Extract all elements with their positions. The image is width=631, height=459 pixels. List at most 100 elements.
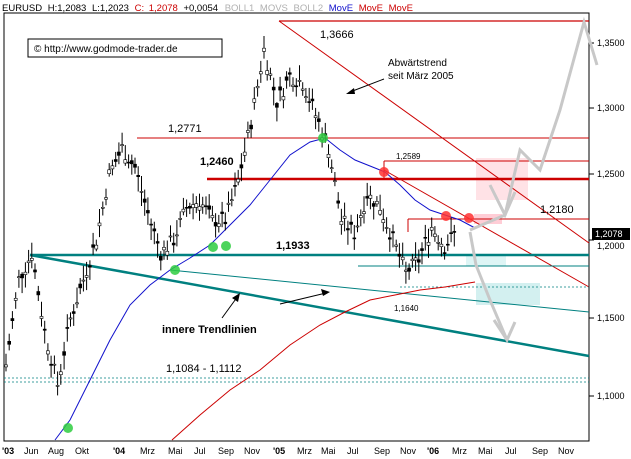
inner-trendline-2 (169, 269, 590, 313)
price-bar-body (120, 144, 124, 147)
x-tick-6: Mrz (140, 446, 155, 456)
x-tick-12: Mrz (297, 446, 312, 456)
price-bar-body (55, 385, 60, 387)
price-bar-body (342, 215, 347, 219)
price-bar-body (91, 244, 95, 248)
x-tick-21: Sep (532, 446, 548, 456)
price-bar-body (159, 255, 163, 261)
price-bar-body (200, 204, 205, 208)
green-marker-1 (63, 423, 73, 433)
price-bar-body (275, 103, 279, 108)
x-tick-16: Nov (400, 446, 417, 456)
header-change: +0,0054 (183, 3, 218, 14)
price-bar-body (252, 98, 257, 103)
price-bar-body (175, 234, 179, 237)
price-bar-body (400, 256, 405, 261)
price-bar-body (339, 221, 344, 225)
price-bar-body (181, 208, 186, 213)
x-tick-3: Aug (48, 446, 64, 456)
price-bar-body (445, 243, 450, 246)
price-bar-body (307, 101, 312, 103)
label-support-zone: 1,1084 - 1,1112 (166, 363, 241, 375)
price-bar-body (423, 237, 428, 239)
price-bar-body (262, 47, 266, 52)
red-ma-line (171, 281, 476, 441)
x-tick-5: '04 (113, 446, 125, 456)
price-bar-body (133, 163, 137, 168)
projection-arrow-down (492, 319, 517, 344)
label-resistance-4: 1,2180 (540, 204, 574, 216)
green-marker-2 (170, 265, 180, 275)
header-indicator-4: MovE (329, 3, 353, 14)
price-bar-body (246, 130, 250, 133)
red-marker-2 (441, 211, 451, 221)
price-bar-body (155, 241, 160, 244)
price-bar-body (375, 201, 379, 205)
price-bar-body (239, 164, 244, 169)
price-bar-body (404, 269, 408, 272)
price-bar-body (233, 185, 237, 187)
price-bar-body (368, 194, 373, 199)
price-bar-body (355, 225, 360, 228)
price-bar-body (84, 275, 89, 278)
header-close-value: 1,2078 (149, 3, 178, 14)
price-bar-body (284, 76, 289, 81)
trendlines-arrow-2-head (321, 289, 330, 296)
price-bar-body (236, 178, 240, 183)
projection-down-path (468, 231, 509, 341)
price-bar-body (184, 207, 189, 209)
price-bar-body (329, 167, 334, 169)
price-bar-body (316, 118, 321, 122)
price-bar-body (126, 161, 131, 164)
header-indicator-1: BOLL1 (225, 3, 255, 14)
price-bar-body (171, 242, 176, 246)
blue-ma-line (54, 137, 476, 441)
x-axis: '03 Jun Aug Okt '04 Mrz Mai Jul Sep Nov … (2, 446, 575, 456)
price-bar-body (220, 211, 224, 214)
price-bar-body (75, 302, 79, 305)
price-bar-body (113, 159, 118, 162)
markers (63, 133, 474, 433)
header-indicator-2: MOVS (260, 3, 288, 14)
x-tick-10: Nov (244, 446, 261, 456)
inner-trendline-1 (29, 253, 590, 358)
price-bar-body (436, 242, 441, 244)
x-tick-22: Nov (558, 446, 575, 456)
trend-arrow-line (349, 78, 385, 93)
price-bar-body (433, 233, 437, 237)
trendlines-arrow-1-head (232, 293, 240, 302)
x-tick-2: Jun (24, 446, 39, 456)
price-bar-body (136, 175, 140, 178)
price-bar-body (146, 210, 150, 214)
price-bar-body (310, 98, 315, 102)
support-lines (4, 253, 590, 383)
price-bar-body (358, 215, 363, 219)
price-bar-body (81, 279, 86, 282)
header-indicator-6: MovE (389, 3, 413, 14)
projection-arrow-up (488, 184, 517, 219)
downtrend-line-2 (383, 169, 590, 288)
green-marker-5 (318, 133, 328, 143)
price-bar-body (188, 206, 192, 209)
price-bar-body (65, 327, 70, 329)
x-tick-7: Mai (168, 446, 183, 456)
price-bar-body (142, 198, 147, 203)
price-bar-body (26, 260, 31, 264)
price-bar-body (426, 242, 431, 246)
price-bar-body (139, 191, 144, 193)
price-bar-body (97, 222, 102, 227)
price-bar-body (387, 237, 392, 240)
price-bar-body (123, 159, 128, 164)
price-bar-body (378, 210, 382, 215)
price-bar-body (429, 227, 434, 231)
price-bar-body (371, 203, 376, 207)
y-tick-1: 1,3500 (597, 38, 625, 48)
price-bar-body (410, 258, 415, 262)
price-bar-body (313, 115, 318, 119)
label-resistance-2: 1,2589 (396, 152, 421, 161)
price-bar-body (281, 96, 286, 101)
price-bar-body (58, 371, 63, 375)
price-bar-body (33, 269, 37, 273)
y-tick-3: 1,2500 (597, 169, 625, 179)
